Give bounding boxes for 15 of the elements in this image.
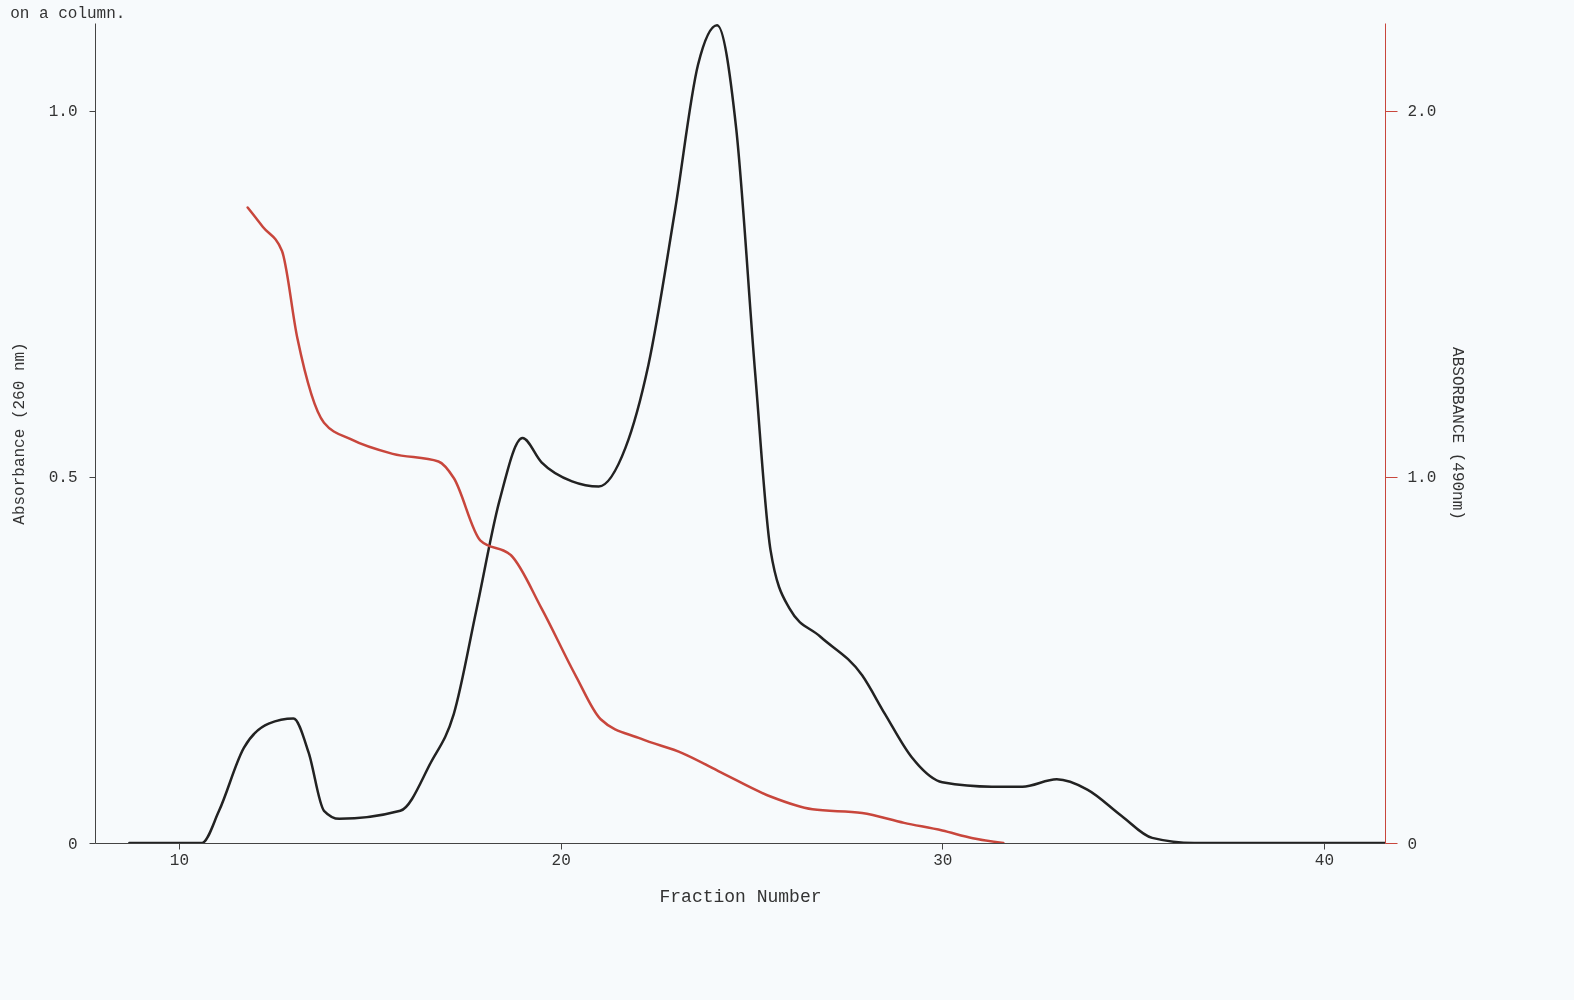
y-tick-label: 1.0 (48, 103, 78, 122)
y2-tick-label: 0 (1407, 835, 1418, 854)
x-tick-label: 20 (551, 851, 571, 870)
line-series (246, 206, 1005, 843)
x-tick-label: 30 (933, 851, 953, 870)
x-tick-label: 10 (169, 851, 190, 870)
y-tick-label: 0 (67, 835, 78, 854)
y-axis-title: Absorbance (260 nm) (10, 342, 29, 525)
y2-axis-title: ABSORBANCE (490nm) (1448, 347, 1467, 520)
y2-tick-label: 1.0 (1407, 469, 1437, 488)
y2-tick-label: 2.0 (1407, 103, 1437, 122)
x-tick-label: 40 (1314, 851, 1335, 870)
chart-title: on a column. (10, 5, 126, 23)
y-tick-label: 0.5 (48, 469, 78, 488)
x-axis-title: Fraction Number (659, 886, 822, 907)
